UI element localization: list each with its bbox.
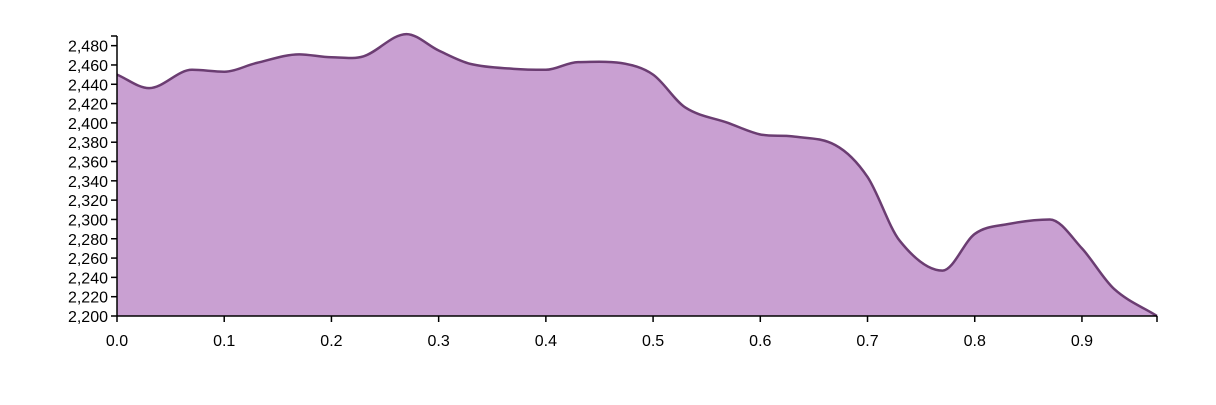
y-tick-label: 2,460	[68, 58, 108, 75]
y-tick-label: 2,400	[68, 116, 108, 133]
y-tick-label: 2,440	[68, 77, 108, 94]
area-fill	[117, 34, 1157, 316]
y-tick-label: 2,380	[68, 135, 108, 152]
y-axis: 2,200 2,220 2,240 2,260 2,280 2,300 2,320 2,340…	[68, 35, 118, 326]
y-tick-label: 2,220	[68, 290, 108, 307]
y-tick-label: 2,280	[68, 232, 108, 249]
x-tick-label: 0.1	[213, 333, 235, 350]
x-tick-label: 0.4	[535, 333, 557, 350]
y-tick-label: 2,360	[68, 155, 108, 172]
plot-area	[116, 32, 1158, 318]
y-tick-label: 2,300	[68, 212, 108, 229]
x-tick-label: 0.7	[856, 333, 878, 350]
y-tick-label: 2,260	[68, 251, 108, 268]
x-tick-label: 0.3	[428, 333, 450, 350]
y-tick-label: 2,420	[68, 97, 108, 114]
x-tick-label: 0.5	[642, 333, 664, 350]
y-tick-label: 2,200	[68, 309, 108, 326]
x-tick-label: 0.0	[106, 333, 128, 350]
y-tick-label: 2,480	[68, 39, 108, 56]
y-tick-label: 2,320	[68, 193, 108, 210]
y-tick-label: 2,240	[68, 270, 108, 287]
x-tick-label: 0.8	[964, 333, 986, 350]
y-tick-label: 2,340	[68, 174, 108, 191]
x-tick-label: 0.6	[749, 333, 771, 350]
x-axis: 0.0 0.1 0.2 0.3 0.4 0.5 0.6 0.7 0.8 0.9	[106, 315, 1158, 350]
series-line	[116, 32, 1158, 318]
x-tick-label: 0.9	[1071, 333, 1093, 350]
x-tick-label: 0.2	[320, 333, 342, 350]
